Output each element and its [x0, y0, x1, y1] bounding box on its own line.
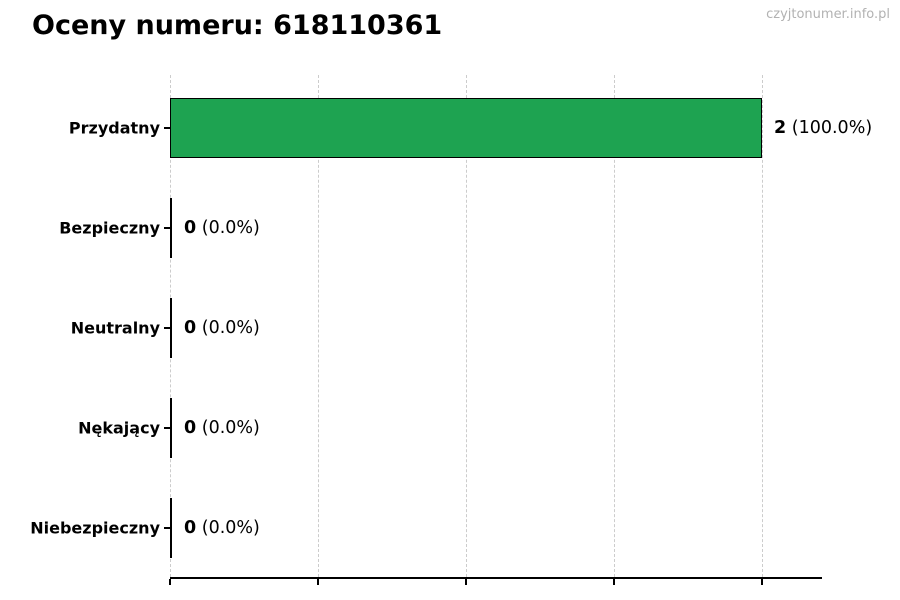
gridline	[465, 75, 467, 577]
value-percent: (0.0%)	[201, 418, 260, 438]
chart-title: Oceny numeru: 618110361	[32, 10, 443, 41]
y-axis-tick	[164, 227, 170, 229]
value-label: 0 (0.0%)	[184, 318, 260, 338]
value-count: 2	[774, 118, 787, 138]
zero-bar	[170, 198, 172, 258]
value-count: 0	[184, 218, 197, 238]
bar	[170, 98, 762, 158]
category-label: Nękający	[78, 418, 160, 438]
x-axis-tick	[761, 579, 763, 585]
y-axis-tick	[164, 327, 170, 329]
value-label: 0 (0.0%)	[184, 418, 260, 438]
x-axis-tick	[613, 579, 615, 585]
zero-bar	[170, 298, 172, 358]
gridline	[317, 75, 319, 577]
category-label: Niebezpieczny	[30, 518, 160, 538]
value-percent: (0.0%)	[201, 318, 260, 338]
y-axis-tick	[164, 527, 170, 529]
value-percent: (100.0%)	[791, 118, 873, 138]
x-axis-tick	[317, 579, 319, 585]
gridline	[761, 75, 763, 577]
zero-bar	[170, 498, 172, 558]
x-axis-tick	[465, 579, 467, 585]
value-percent: (0.0%)	[201, 218, 260, 238]
category-label: Przydatny	[68, 118, 160, 138]
value-count: 0	[184, 518, 197, 538]
value-percent: (0.0%)	[201, 518, 260, 538]
value-label: 0 (0.0%)	[184, 518, 260, 538]
plot-area: Przydatny 2 (100.0%) Bezpieczny 0 (0.0%) Neu…	[30, 75, 872, 585]
value-label: 0 (0.0%)	[184, 218, 260, 238]
y-axis-tick	[164, 127, 170, 129]
watermark: czyjtonumer.info.pl	[766, 7, 890, 22]
x-axis-tick	[169, 579, 171, 585]
value-label: 2 (100.0%)	[774, 118, 872, 138]
zero-bar	[170, 398, 172, 458]
value-count: 0	[184, 318, 197, 338]
category-label: Bezpieczny	[59, 218, 160, 238]
y-axis-tick	[164, 427, 170, 429]
category-label: Neutralny	[70, 318, 160, 338]
value-count: 0	[184, 418, 197, 438]
gridline	[613, 75, 615, 577]
